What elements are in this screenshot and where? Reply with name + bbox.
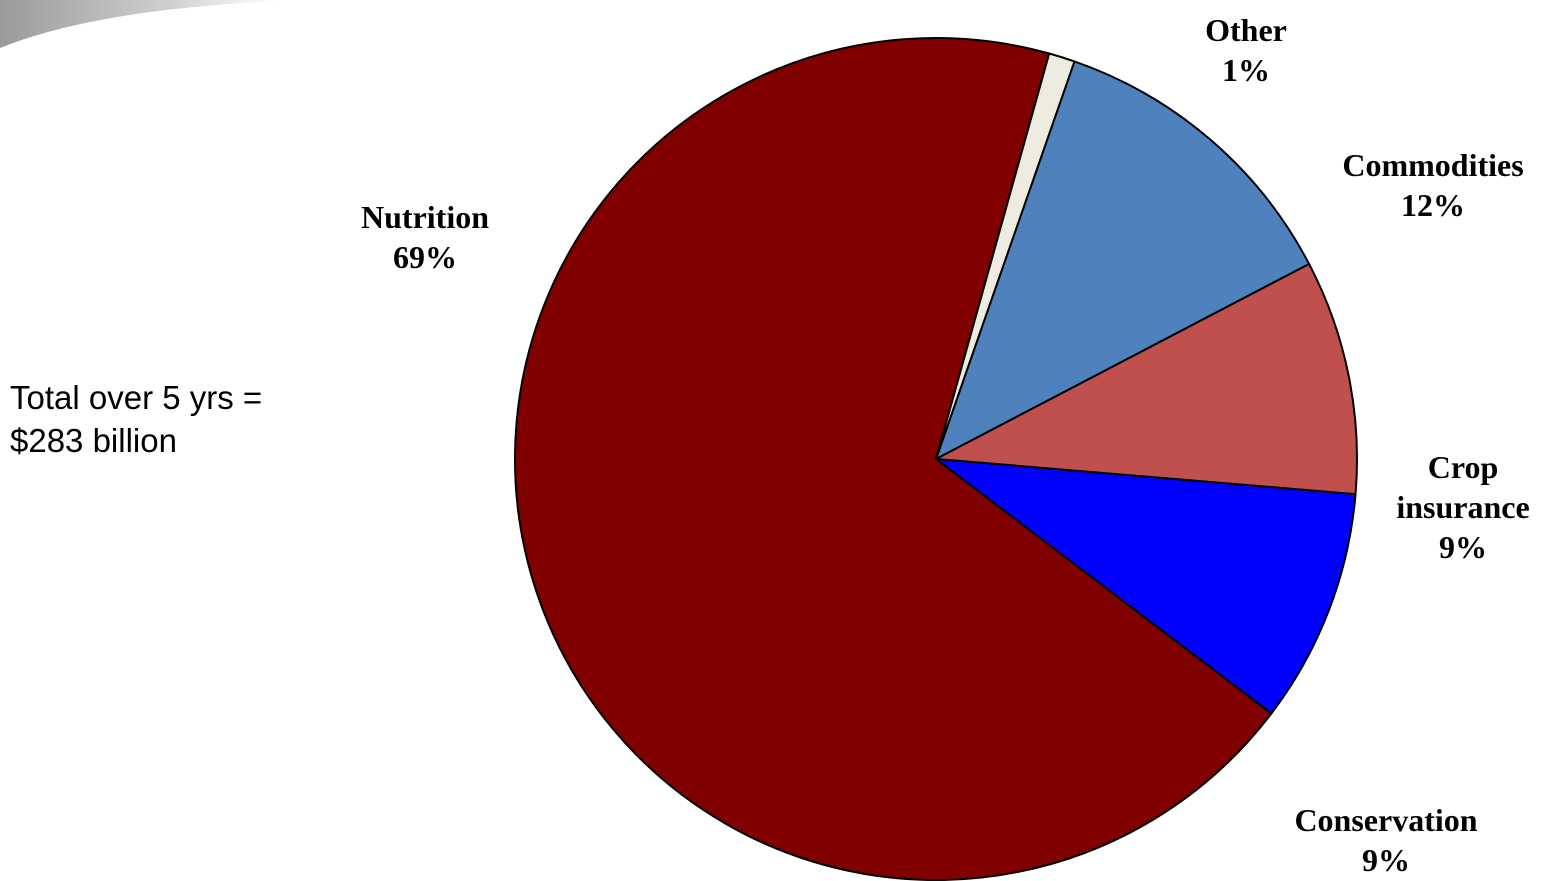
decorative-swoosh xyxy=(0,0,280,48)
slice-label-commodities-pct: 12% xyxy=(1401,187,1465,223)
total-annotation-line-1: Total over 5 yrs = xyxy=(10,379,263,416)
slice-label-conservation-pct: 9% xyxy=(1361,842,1410,878)
slice-label-other: Other 1% xyxy=(1205,10,1287,90)
slice-label-conservation: Conservation 9% xyxy=(1294,800,1477,880)
pie-slice-nutrition xyxy=(514,37,1273,881)
slice-label-crop-insurance-name-1: Crop xyxy=(1427,449,1499,485)
pie-slices xyxy=(514,37,1358,881)
slice-label-commodities: Commodities 12% xyxy=(1342,145,1523,225)
pie-slice-conservation xyxy=(935,458,1357,715)
total-annotation: Total over 5 yrs = $283 billion xyxy=(10,376,262,462)
pie-slice-crop-insurance xyxy=(935,262,1358,496)
slice-label-commodities-name: Commodities xyxy=(1342,147,1524,183)
slice-label-crop-insurance: Crop insurance 9% xyxy=(1396,447,1529,567)
slice-label-crop-insurance-pct: 9% xyxy=(1439,529,1487,565)
slice-label-other-name: Other xyxy=(1205,12,1287,48)
slice-label-nutrition-pct: 69% xyxy=(393,239,457,275)
slice-label-conservation-name: Conservation xyxy=(1294,802,1478,838)
slice-label-nutrition-name: Nutrition xyxy=(361,199,489,235)
total-annotation-line-2: $283 billion xyxy=(10,422,177,459)
slice-label-other-pct: 1% xyxy=(1222,52,1270,88)
slice-label-nutrition: Nutrition 69% xyxy=(361,197,489,277)
pie-slice-commodities xyxy=(935,60,1311,460)
pie-slice-other xyxy=(935,52,1076,460)
slice-label-crop-insurance-name-2: insurance xyxy=(1396,489,1530,525)
